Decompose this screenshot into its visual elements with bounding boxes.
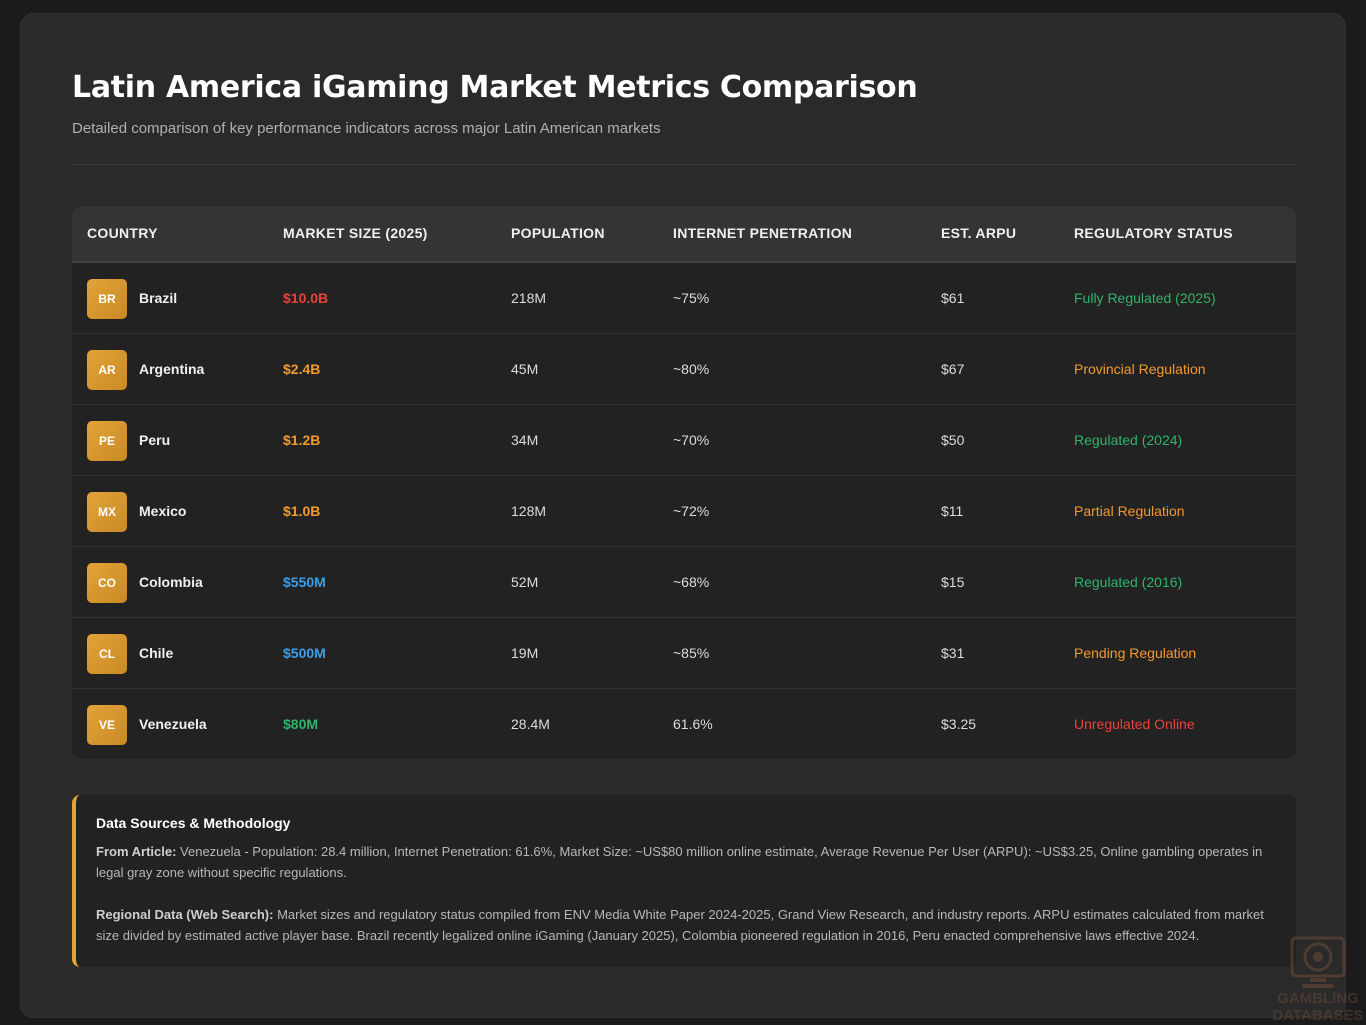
country-name: Colombia — [139, 574, 203, 590]
regulatory-status-value: Regulated (2024) — [1074, 432, 1183, 448]
market-size-value: $10.0B — [283, 290, 329, 306]
main-card: Latin America iGaming Market Metrics Com… — [20, 13, 1346, 1018]
column-header-country[interactable]: COUNTRY — [87, 225, 158, 241]
page-subtitle: Detailed comparison of key performance i… — [72, 120, 661, 137]
table-header: COUNTRY MARKET SIZE (2025) POPULATION IN… — [72, 206, 1296, 263]
regulatory-status-value: Partial Regulation — [1074, 503, 1185, 519]
arpu-value: $3.25 — [941, 716, 977, 732]
methodology-notes: Data Sources & Methodology From Article:… — [72, 795, 1296, 967]
country-name: Chile — [139, 645, 174, 661]
country-code-badge: AR — [87, 350, 127, 390]
divider — [72, 164, 1296, 165]
population-value: 45M — [511, 361, 539, 377]
metrics-table: COUNTRY MARKET SIZE (2025) POPULATION IN… — [72, 206, 1296, 759]
country-code-badge: CO — [87, 563, 127, 603]
country-code-badge: VE — [87, 705, 127, 745]
table-body: BR Brazil $10.0B 218M ~75% $61 Fully Regulated… — [72, 263, 1296, 759]
notes-regional-text: Market sizes and regulatory status compi… — [96, 907, 1264, 943]
population-value: 34M — [511, 432, 539, 448]
arpu-value: $15 — [941, 574, 965, 590]
internet-penetration-value: ~80% — [673, 361, 710, 377]
internet-penetration-value: ~75% — [673, 290, 710, 306]
country-code-badge: PE — [87, 421, 127, 461]
watermark-text: GAMBLING DATABASES — [1270, 990, 1366, 1024]
column-header-market-size[interactable]: MARKET SIZE (2025) — [283, 225, 428, 241]
notes-regional: Regional Data (Web Search): Market sizes… — [96, 904, 1272, 946]
internet-penetration-value: ~68% — [673, 574, 710, 590]
table-row[interactable]: VE Venezuela $80M 28.4M 61.6% $3.25 Unregulate… — [72, 689, 1296, 759]
market-size-value: $1.0B — [283, 503, 321, 519]
table-row[interactable]: PE Peru $1.2B 34M ~70% $50 Regulated (2024) — [72, 405, 1296, 476]
arpu-value: $61 — [941, 290, 965, 306]
watermark-line1: GAMBLING — [1277, 990, 1359, 1007]
notes-regional-label: Regional Data (Web Search): — [96, 907, 274, 922]
regulatory-status-value: Provincial Regulation — [1074, 361, 1206, 377]
arpu-value: $11 — [941, 503, 964, 519]
notes-article-label: From Article: — [96, 844, 177, 859]
internet-penetration-value: 61.6% — [673, 716, 713, 732]
regulatory-status-value: Unregulated Online — [1074, 716, 1195, 732]
country-code-badge: MX — [87, 492, 127, 532]
table-row[interactable]: CO Colombia $550M 52M ~68% $15 Regulated (2016… — [72, 547, 1296, 618]
market-size-value: $80M — [283, 716, 319, 732]
population-value: 28.4M — [511, 716, 550, 732]
notes-article-text: Venezuela - Population: 28.4 million, In… — [96, 844, 1263, 880]
country-name: Mexico — [139, 503, 187, 519]
regulatory-status-value: Fully Regulated (2025) — [1074, 290, 1216, 306]
market-size-value: $550M — [283, 574, 326, 590]
market-size-value: $500M — [283, 645, 326, 661]
regulatory-status-value: Pending Regulation — [1074, 645, 1197, 661]
watermark-logo: GAMBLING DATABASES — [1270, 930, 1366, 1025]
column-header-internet-penetration[interactable]: INTERNET PENETRATION — [673, 225, 853, 241]
table-row[interactable]: CL Chile $500M 19M ~85% $31 Pending Regulation — [72, 618, 1296, 689]
column-header-population[interactable]: POPULATION — [511, 225, 605, 241]
country-name: Venezuela — [139, 716, 207, 732]
country-name: Argentina — [139, 361, 205, 377]
internet-penetration-value: ~85% — [673, 645, 710, 661]
notes-title: Data Sources & Methodology — [96, 815, 291, 831]
internet-penetration-value: ~72% — [673, 503, 710, 519]
column-header-regulatory-status[interactable]: REGULATORY STATUS — [1074, 225, 1233, 241]
column-header-arpu[interactable]: EST. ARPU — [941, 225, 1017, 241]
country-name: Brazil — [139, 290, 178, 306]
table-row[interactable]: MX Mexico $1.0B 128M ~72% $11 Partial Regulati… — [72, 476, 1296, 547]
population-value: 218M — [511, 290, 547, 306]
market-size-value: $1.2B — [283, 432, 321, 448]
population-value: 128M — [511, 503, 547, 519]
notes-article: From Article: Venezuela - Population: 28… — [96, 841, 1272, 883]
market-size-value: $2.4B — [283, 361, 321, 377]
table-row[interactable]: AR Argentina $2.4B 45M ~80% $67 Provincial Reg… — [72, 334, 1296, 405]
page-title: Latin America iGaming Market Metrics Com… — [72, 70, 918, 105]
watermark-line2: DATABASES — [1272, 1007, 1364, 1024]
population-value: 19M — [511, 645, 539, 661]
country-code-badge: BR — [87, 279, 127, 319]
country-code-badge: CL — [87, 634, 127, 674]
country-name: Peru — [139, 432, 171, 448]
table-row[interactable]: BR Brazil $10.0B 218M ~75% $61 Fully Regulated… — [72, 263, 1296, 334]
arpu-value: $67 — [941, 361, 965, 377]
arpu-value: $31 — [941, 645, 965, 661]
casino-chip-monitor-icon — [1290, 936, 1346, 988]
arpu-value: $50 — [941, 432, 965, 448]
regulatory-status-value: Regulated (2016) — [1074, 574, 1183, 590]
population-value: 52M — [511, 574, 539, 590]
internet-penetration-value: ~70% — [673, 432, 710, 448]
